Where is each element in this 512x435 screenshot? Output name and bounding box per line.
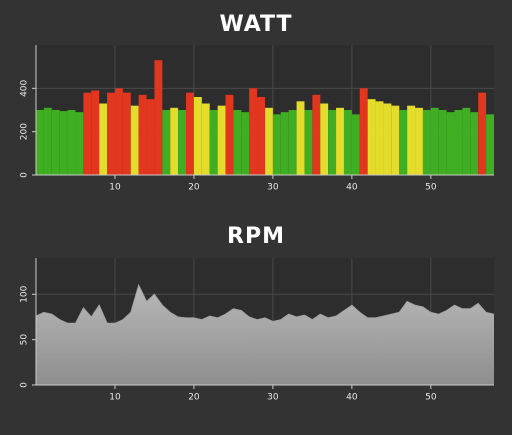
bar [470,112,479,175]
bar [478,92,487,175]
bar [430,107,439,175]
bar [75,112,84,175]
bar [328,110,337,175]
bar [391,105,400,175]
x-tick-label: 30 [267,393,279,403]
bar [193,97,202,175]
y-tick-label: 100 [20,285,30,302]
x-tick-label: 50 [425,393,437,403]
bar [130,105,139,175]
x-tick-label: 50 [425,183,437,193]
y-tick-label: 0 [20,382,30,388]
bar [336,107,344,175]
bar [296,101,305,175]
y-tick-label: 400 [20,79,30,96]
bar [383,103,392,175]
bar [422,110,431,175]
x-tick-label: 20 [188,393,200,403]
x-tick-label: 20 [188,183,200,193]
x-tick-label: 10 [109,183,121,193]
bar [225,94,234,175]
bar [67,110,76,175]
bar [312,94,321,175]
x-tick-label: 10 [109,393,121,403]
bar [186,92,194,175]
bar [415,107,423,175]
bar [36,110,44,175]
bar [59,111,68,175]
bar [265,107,273,175]
bar [249,88,258,175]
y-tick-label: 200 [20,123,30,140]
bar [399,110,408,175]
bar [304,110,313,175]
bar [51,110,60,175]
x-tick-label: 30 [267,183,279,193]
bar [351,114,360,175]
bar [241,112,250,175]
chart-title: WATT [219,12,292,37]
bar [343,110,352,175]
y-tick-label: 50 [20,334,30,346]
bar [201,103,210,175]
bar [288,110,297,175]
bar [170,107,179,175]
x-tick-label: 40 [346,393,358,403]
bar [178,110,187,175]
bar [114,88,123,175]
bar [367,99,376,175]
bar [486,114,494,175]
bar [122,92,131,175]
bar [138,94,147,175]
bar [146,99,155,175]
bar [375,101,384,175]
bar [233,110,242,175]
bar [43,107,52,175]
bar [99,103,108,175]
chart-title: RPM [227,224,285,249]
area [36,285,494,385]
y-tick-label: 0 [20,172,30,178]
bar [107,92,115,175]
bar [407,105,416,175]
bar [162,110,171,175]
bar [272,114,281,175]
bar [438,110,447,175]
bar [91,90,100,175]
bar [217,105,226,175]
bar [446,112,455,175]
bar [154,60,163,175]
bar [209,110,218,175]
bar [454,110,463,175]
bar [257,97,265,175]
area-line [35,283,495,324]
bar [83,92,92,175]
x-tick-label: 40 [346,183,358,193]
bar [280,112,289,175]
bar [359,88,368,175]
bar [462,107,471,175]
bar [320,103,329,175]
